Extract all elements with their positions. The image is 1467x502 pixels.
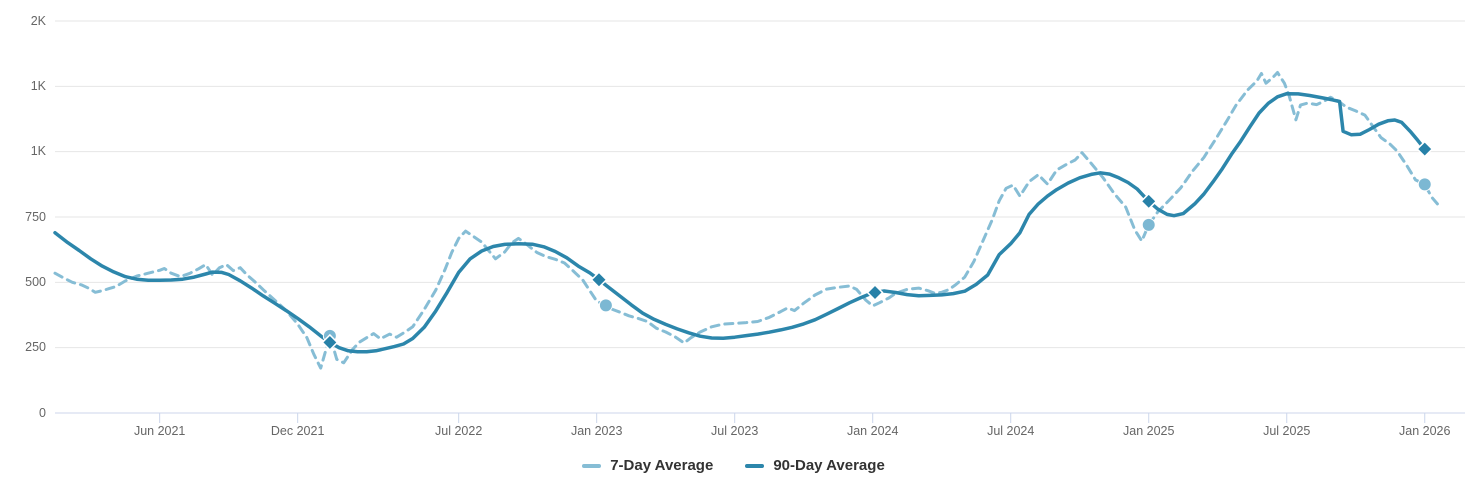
x-tick-label: Dec 2021 <box>270 424 325 438</box>
marker-diamond-90day <box>321 333 339 352</box>
y-tick-label: 1K <box>30 78 46 93</box>
x-tick-label: Jan 2026 <box>1399 424 1451 438</box>
x-tick-label: Jul 2025 <box>1263 424 1311 438</box>
marker-diamond-90day <box>590 271 608 289</box>
legend-label-7day: 7-Day Average <box>610 457 714 474</box>
x-tick-label: Jan 2025 <box>1123 424 1175 438</box>
marker-diamond-90day <box>1140 192 1158 210</box>
legend-swatch-90day-icon <box>745 463 765 468</box>
series-line-7day <box>53 71 1439 370</box>
y-tick-label: 2K <box>30 13 46 28</box>
series-line-90day <box>53 91 1427 354</box>
legend-label-90day: 90-Day Average <box>773 457 885 474</box>
marker-diamond-90day <box>866 283 884 302</box>
marker-circle-7day <box>1141 217 1156 232</box>
x-tick-label: Jan 2024 <box>846 424 899 438</box>
y-tick-label: 500 <box>25 274 46 289</box>
y-tick-label: 0 <box>39 405 46 420</box>
x-tick-label: Jan 2023 <box>570 424 623 438</box>
legend-item-7day-average[interactable]: 7-Day Average <box>582 457 713 474</box>
y-tick-label: 250 <box>25 340 46 355</box>
x-tick-label: Jul 2022 <box>435 424 483 438</box>
marker-circle-7day <box>598 298 613 313</box>
x-tick-label: Jul 2024 <box>987 424 1035 438</box>
x-tick-label: Jul 2023 <box>711 424 759 438</box>
y-tick-label: 1K <box>30 144 46 159</box>
x-tick-label: Jun 2021 <box>133 424 186 438</box>
marker-circle-7day <box>1417 177 1432 192</box>
legend: 7-Day Average 90-Day Average <box>0 457 1467 474</box>
legend-item-90day-average[interactable]: 90-Day Average <box>745 457 885 474</box>
y-tick-label: 750 <box>25 209 46 224</box>
legend-swatch-7day-icon <box>582 463 602 468</box>
marker-diamond-90day <box>1416 140 1434 158</box>
